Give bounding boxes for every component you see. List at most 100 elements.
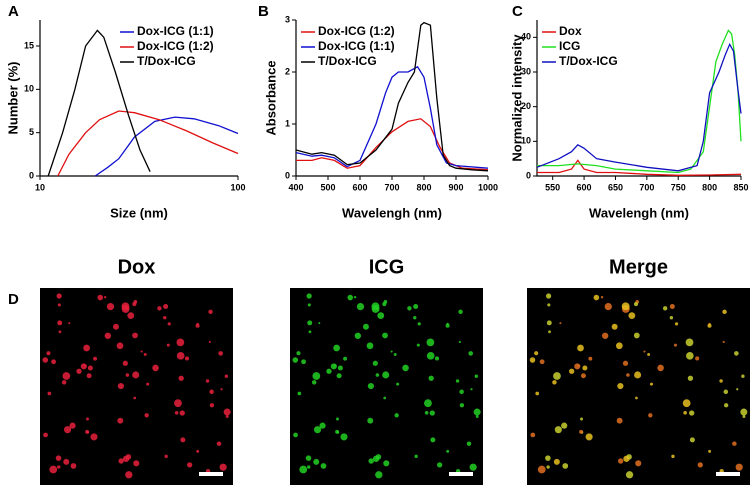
spot — [307, 465, 311, 469]
spot — [83, 344, 90, 352]
spot — [337, 365, 343, 371]
spot — [546, 320, 552, 326]
spot — [697, 462, 703, 468]
legend-label: Dox-ICG (1:2) — [137, 39, 214, 53]
spot — [417, 322, 421, 326]
spot — [552, 380, 557, 385]
spot — [424, 399, 432, 408]
spot — [617, 458, 624, 464]
spot — [722, 340, 725, 344]
spot — [685, 338, 694, 347]
spot — [429, 410, 435, 416]
spot — [414, 454, 418, 459]
spot — [68, 322, 71, 325]
spot — [708, 449, 712, 453]
spot — [669, 316, 674, 320]
spot — [318, 322, 321, 325]
spot — [127, 312, 135, 320]
spot — [218, 351, 224, 356]
spot — [553, 458, 560, 465]
spot — [372, 455, 380, 462]
y-tick-label: 30 — [521, 66, 531, 76]
y-tick-label: 1 — [285, 118, 290, 128]
spot — [320, 463, 327, 469]
spot — [734, 351, 739, 356]
spot — [122, 455, 130, 462]
spot — [530, 432, 536, 438]
spot — [216, 441, 222, 446]
spot — [529, 357, 536, 363]
spot — [458, 340, 461, 344]
spot — [116, 342, 124, 350]
spot — [335, 429, 339, 434]
x-tick-label: 10 — [35, 182, 45, 192]
spot — [469, 463, 477, 471]
y-axis-label: Absorbance — [263, 60, 278, 135]
spot — [473, 408, 481, 416]
spot — [132, 302, 137, 307]
spot — [722, 309, 727, 315]
data-line — [94, 116, 239, 177]
spot — [118, 458, 124, 464]
spot — [144, 413, 149, 418]
spot — [146, 382, 150, 386]
spot — [63, 426, 72, 434]
spot — [347, 294, 354, 301]
spot — [209, 403, 215, 408]
spot — [626, 373, 630, 377]
spot — [62, 372, 71, 380]
spot — [368, 458, 374, 464]
spot — [223, 408, 231, 416]
spot — [648, 413, 653, 418]
spot — [736, 388, 739, 391]
x-tick-label: 800 — [416, 182, 431, 192]
spot — [547, 303, 551, 307]
spot — [208, 340, 211, 344]
spot — [343, 356, 348, 361]
spot — [577, 344, 584, 352]
x-axis-label: Wavelengh (nm) — [589, 205, 689, 220]
spot — [375, 373, 380, 377]
spot — [371, 302, 380, 311]
spot — [623, 455, 630, 462]
spot — [356, 302, 365, 311]
data-line — [57, 110, 239, 177]
spot — [628, 312, 636, 320]
spot — [163, 303, 169, 309]
spot — [615, 342, 623, 350]
x-axis-label: Size (nm) — [110, 205, 168, 220]
spot — [319, 422, 326, 429]
x-tick-label: 1000 — [478, 182, 498, 192]
spot — [382, 302, 387, 307]
spot — [46, 351, 51, 356]
spot — [296, 351, 301, 356]
spot — [297, 391, 302, 396]
spot — [382, 371, 390, 379]
y-tick-label: 0 — [285, 170, 290, 180]
spot — [474, 374, 479, 378]
spot — [437, 462, 443, 468]
legend-label: Dox — [559, 24, 582, 38]
spot — [593, 294, 600, 301]
x-tick-label: 600 — [577, 182, 592, 192]
y-tick-label: 0 — [526, 170, 531, 180]
spot — [353, 296, 357, 299]
spot — [707, 323, 712, 328]
spot — [446, 449, 450, 453]
spot — [167, 322, 171, 326]
spot — [445, 323, 450, 328]
x-tick-label: 400 — [288, 182, 303, 192]
spot — [187, 462, 193, 468]
panel-label: B — [258, 3, 269, 20]
spot — [377, 312, 385, 320]
spot — [117, 417, 124, 424]
spot — [307, 320, 313, 326]
spot — [426, 352, 435, 360]
legend-label: Dox-ICG (1:1) — [318, 39, 395, 53]
x-tick-label: 500 — [320, 182, 335, 192]
spot — [621, 302, 630, 311]
spot — [647, 352, 651, 356]
spot — [662, 306, 668, 311]
spot — [382, 332, 388, 339]
spot — [104, 332, 112, 339]
